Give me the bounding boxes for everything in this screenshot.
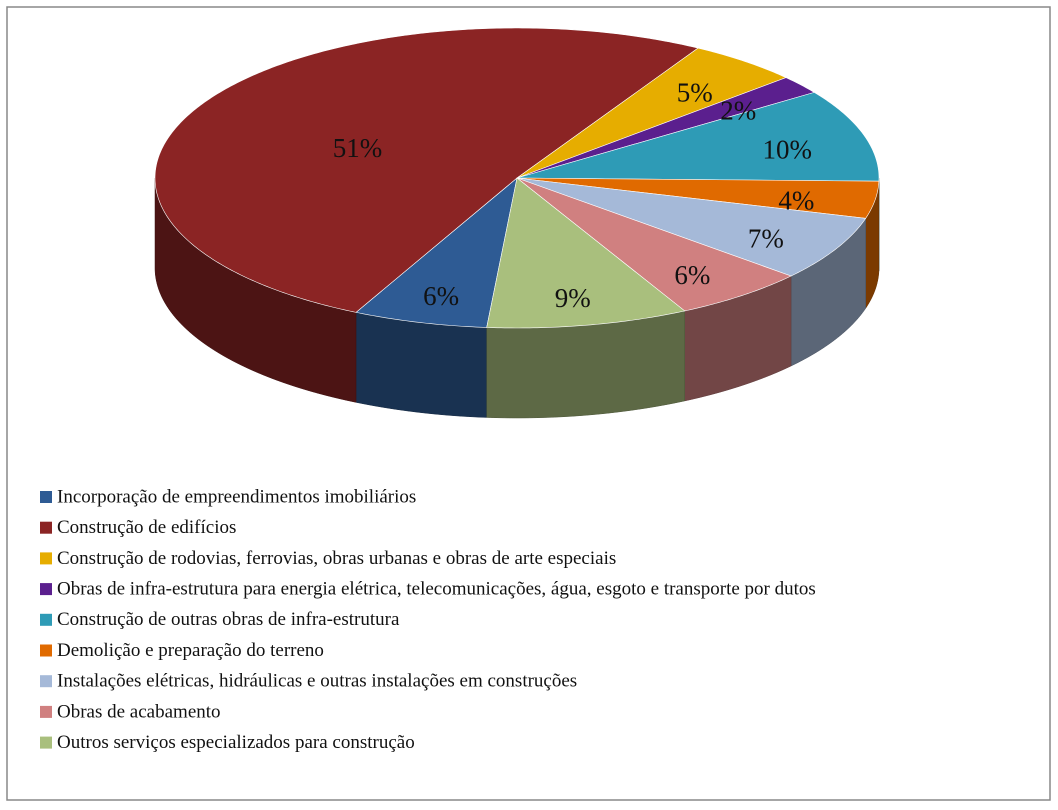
slice-side [356,312,487,417]
data-label: 6% [423,281,459,311]
legend-swatch [40,737,52,749]
legend-label: Instalações elétricas, hidráulicas e out… [57,671,577,692]
legend-label: Construção de outras obras de infra-estr… [57,609,400,630]
legend-swatch [40,645,52,657]
data-label: 7% [748,223,784,253]
data-label: 9% [555,283,591,313]
legend-label: Demolição e preparação do terreno [57,640,324,661]
data-label: 6% [674,260,710,290]
legend-label: Construção de edifícios [57,517,236,538]
legend-swatch [40,706,52,718]
legend-swatch [40,614,52,626]
data-label: 4% [778,185,814,215]
data-label: 2% [720,96,756,126]
data-label: 5% [677,77,713,107]
legend-swatch [40,583,52,595]
legend-label: Obras de infra-estrutura para energia el… [57,578,816,599]
data-label: 10% [763,134,813,164]
legend-label: Outros serviços especializados para cons… [57,732,415,753]
legend-label: Obras de acabamento [57,701,221,722]
legend-swatch [40,491,52,503]
legend-swatch [40,552,52,564]
legend-swatch [40,522,52,534]
legend-label: Incorporação de empreendimentos imobiliá… [57,486,416,507]
legend-label: Construção de rodovias, ferrovias, obras… [57,548,616,569]
legend-swatch [40,675,52,687]
data-label: 51% [333,133,383,163]
